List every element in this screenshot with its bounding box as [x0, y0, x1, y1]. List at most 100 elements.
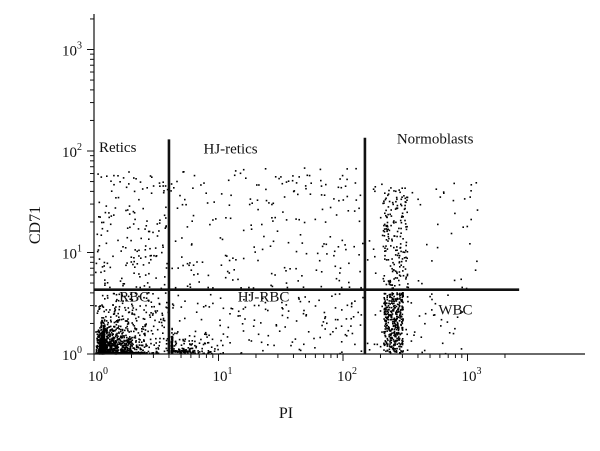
data-point [119, 181, 121, 183]
data-point [162, 337, 165, 340]
data-point [452, 199, 455, 202]
data-point [131, 342, 133, 345]
data-point [182, 171, 184, 173]
data-point [103, 342, 105, 345]
data-point [304, 296, 306, 298]
data-point [103, 320, 106, 322]
data-point [109, 286, 111, 289]
data-point [391, 238, 393, 241]
data-point [383, 343, 385, 345]
data-point [285, 304, 288, 306]
data-point [396, 249, 398, 251]
data-point [295, 267, 297, 270]
data-point [103, 345, 106, 348]
data-point [285, 219, 288, 221]
data-point [124, 342, 126, 345]
data-point [129, 349, 131, 351]
data-point [333, 198, 335, 200]
data-point [287, 241, 290, 244]
data-point [96, 330, 99, 333]
data-point [131, 303, 133, 306]
data-point [385, 216, 388, 218]
data-point [179, 352, 181, 354]
data-point [118, 328, 120, 330]
data-point [96, 339, 99, 341]
data-point [110, 331, 113, 334]
data-point [122, 331, 124, 334]
data-point [320, 179, 322, 182]
data-point [392, 347, 395, 349]
data-point [194, 344, 196, 347]
data-point [144, 334, 146, 337]
data-point [396, 339, 399, 342]
data-point [171, 332, 173, 334]
data-point [107, 321, 109, 324]
data-point [152, 325, 155, 328]
data-point [126, 339, 129, 341]
data-point [109, 223, 112, 226]
data-point [126, 346, 128, 349]
data-point [387, 194, 389, 197]
data-point [106, 297, 109, 299]
data-point [248, 203, 251, 206]
data-point [384, 212, 386, 215]
data-point [122, 341, 125, 343]
data-point [454, 212, 456, 215]
data-point [110, 321, 112, 323]
data-point [383, 202, 385, 204]
data-point [99, 340, 101, 343]
data-point [338, 199, 340, 202]
data-point [391, 298, 393, 301]
data-point [102, 332, 105, 335]
data-point [398, 304, 401, 307]
data-point [187, 347, 190, 349]
data-point [166, 338, 169, 340]
data-point [113, 292, 115, 295]
data-point [384, 325, 386, 327]
data-point [107, 351, 109, 354]
data-point [385, 245, 387, 247]
data-point [150, 254, 152, 257]
data-point [110, 350, 112, 352]
data-point [142, 264, 145, 266]
data-point [145, 311, 148, 314]
data-point [231, 308, 234, 310]
data-point [429, 295, 431, 298]
data-point [129, 338, 131, 341]
data-point [337, 246, 340, 248]
data-point [321, 208, 324, 211]
data-point [108, 212, 110, 214]
data-point [301, 242, 304, 244]
data-point [322, 321, 325, 323]
data-point [350, 325, 352, 327]
data-point [396, 235, 398, 238]
region-label-normoblasts: Normoblasts [397, 132, 474, 148]
data-point [402, 215, 404, 218]
data-point [188, 340, 190, 342]
data-point [126, 349, 129, 351]
data-point [109, 333, 111, 335]
data-point [304, 185, 307, 187]
data-point [158, 303, 161, 306]
data-point [110, 215, 113, 217]
data-point [400, 221, 403, 224]
data-point [233, 269, 235, 271]
data-point [102, 325, 105, 327]
data-point [197, 273, 199, 275]
data-point [447, 294, 449, 296]
data-point [285, 282, 288, 284]
data-point [158, 182, 161, 184]
data-point [390, 306, 393, 309]
data-point [153, 254, 155, 257]
data-point [306, 174, 309, 177]
data-point [141, 344, 144, 347]
data-point [123, 336, 126, 339]
data-point [394, 340, 397, 342]
data-point [118, 331, 120, 334]
data-point [385, 307, 387, 309]
data-point [134, 327, 136, 329]
data-point [400, 227, 402, 230]
data-point [105, 309, 108, 311]
data-point [434, 302, 437, 305]
data-point [262, 349, 264, 352]
